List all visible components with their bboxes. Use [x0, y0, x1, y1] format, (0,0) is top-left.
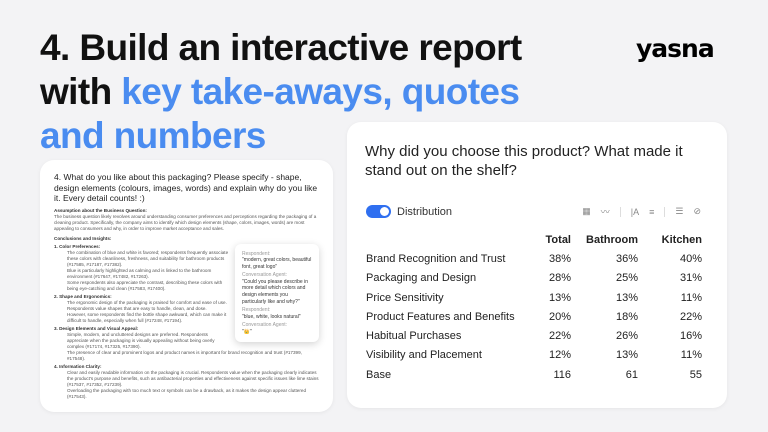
chat-speaker: Respondent:: [242, 250, 271, 257]
chat-message: "blue, white, looks natural": [242, 313, 301, 320]
row-label: Product Features and Benefits: [366, 310, 515, 323]
column-header-bathroom[interactable]: Bathroom: [586, 233, 638, 246]
section-bullets: The combination of blue and white is fav…: [54, 250, 319, 292]
divider: [664, 206, 666, 217]
row-label: Packaging and Design: [366, 272, 477, 285]
cell-bathroom: 18%: [615, 310, 638, 323]
table-toolbar: ▦ 〰 |A ≡ ☰ ⊘: [582, 205, 701, 218]
yasna-logo: yasna: [636, 34, 715, 63]
distribution-control: Distribution: [366, 205, 452, 218]
table-card: Why did you choose this product? What ma…: [347, 122, 727, 408]
distribution-toggle[interactable]: [366, 205, 391, 218]
table-icon[interactable]: ▦: [582, 206, 591, 216]
cell-total: 13%: [548, 291, 571, 304]
cell-bathroom: 26%: [615, 330, 638, 343]
table-header-row: Total Bathroom Kitchen: [366, 230, 702, 249]
headline-line-3: and numbers: [40, 115, 266, 156]
conversation-popup[interactable]: Respondent: "modern, great colors, beauti…: [235, 243, 319, 342]
table-row: Price Sensitivity 13% 13% 11%: [366, 288, 702, 307]
cell-kitchen: 31%: [679, 272, 702, 285]
trend-icon[interactable]: 〰: [600, 207, 610, 217]
header-label: [366, 230, 542, 249]
table-row: Brand Recognition and Trust 38% 36% 40%: [366, 249, 702, 268]
insight-bullet: Overloading the packaging with too much …: [67, 387, 307, 399]
text-size-icon[interactable]: |A: [630, 206, 640, 217]
cell-kitchen: 11%: [680, 349, 702, 362]
chat-message: "Could you please describe in more detai…: [242, 278, 308, 305]
assumption-text: The business question likely revolves ar…: [54, 213, 317, 231]
table-row: Visibility and Placement 12% 13% 11%: [366, 346, 702, 365]
cell-total: 28%: [548, 272, 571, 285]
sort-icon[interactable]: ≡: [649, 206, 655, 217]
row-label: Brand Recognition and Trust: [366, 252, 506, 265]
table-question: Why did you choose this product? What ma…: [365, 143, 683, 179]
section-title: 1. Color Preferences:: [54, 243, 101, 249]
row-label: Base: [366, 368, 392, 381]
chat-message: "modern, great colors, beautiful font, g…: [242, 257, 312, 270]
column-header-total[interactable]: Total: [545, 233, 571, 246]
cell-bathroom: 61: [625, 368, 638, 381]
cell-bathroom: 25%: [615, 272, 638, 285]
cell-bathroom: 13%: [615, 291, 638, 304]
insight-bullet: The ergonomic design of the packaging is…: [67, 299, 227, 311]
divider: [619, 206, 621, 217]
assumption-heading: Assumption about the Business Question:: [54, 207, 147, 213]
section-bullets: The ergonomic design of the packaging is…: [54, 300, 319, 324]
insight-bullet: The combination of blue and white is fav…: [67, 249, 229, 267]
cell-total: 22%: [548, 330, 571, 343]
row-label: Habitual Purchases: [366, 330, 462, 343]
cell-kitchen: 55: [689, 368, 702, 381]
insight-sections: 1. Color Preferences: The combination of …: [54, 244, 319, 400]
table-row: Base 116 61 55: [366, 365, 702, 384]
section-title: 2. Shape and Ergonomics:: [54, 293, 112, 299]
cell-bathroom: 13%: [615, 349, 638, 362]
insight-bullet: Some respondents also appreciate the con…: [67, 279, 223, 291]
section-title: 3. Design Elements and Visual Appeal:: [54, 325, 139, 331]
row-label: Price Sensitivity: [366, 291, 444, 304]
list-icon[interactable]: ☰: [675, 206, 684, 216]
results-table: Total Bathroom Kitchen Brand Recognition…: [366, 230, 702, 384]
headline: 4. Build an interactive report with key …: [40, 26, 522, 158]
report-question: 4. What do you like about this packaging…: [54, 172, 318, 203]
chat-speaker: Conversation Agent:: [242, 272, 288, 279]
section-title: 4. Information Clarity:: [54, 363, 102, 369]
cell-total: 12%: [548, 349, 571, 362]
chat-speaker: Conversation Agent:: [242, 322, 288, 329]
insight-bullet: The presence of clear and prominent logo…: [67, 349, 302, 361]
chat-message: "👑": [242, 329, 252, 336]
cell-kitchen: 11%: [680, 291, 702, 304]
insight-bullet: However, some respondents find the bottl…: [67, 311, 227, 323]
report-card: 4. What do you like about this packaging…: [40, 160, 333, 412]
section-bullets: Clear and easily readable information on…: [54, 370, 319, 400]
table-row: Product Features and Benefits 20% 18% 22%: [366, 307, 702, 326]
cell-kitchen: 40%: [679, 252, 702, 265]
headline-line-1: 4. Build an interactive report: [40, 27, 522, 68]
cell-kitchen: 16%: [679, 330, 702, 343]
cell-total: 20%: [548, 310, 571, 323]
distribution-label: Distribution: [397, 205, 453, 218]
insight-bullet: Simple, modern, and uncluttered designs …: [67, 331, 215, 349]
insight-bullet: Clear and easily readable information on…: [67, 369, 319, 387]
cell-total: 116: [553, 368, 571, 381]
cell-kitchen: 22%: [679, 310, 702, 323]
table-row: Packaging and Design 28% 25% 31%: [366, 269, 702, 288]
headline-line-2: with key take-aways, quotes: [40, 70, 522, 114]
table-row: Habitual Purchases 22% 26% 16%: [366, 326, 702, 345]
headline-highlight: key take-aways, quotes: [121, 71, 520, 112]
column-header-kitchen[interactable]: Kitchen: [661, 233, 702, 246]
section-bullets: Simple, modern, and uncluttered designs …: [54, 332, 319, 362]
insight-bullet: Blue is particularly highlighted as calm…: [67, 267, 212, 279]
conclusions-heading: Conclusions and Insights:: [54, 235, 112, 241]
row-label: Visibility and Placement: [366, 349, 482, 362]
cell-bathroom: 36%: [615, 252, 638, 265]
cell-total: 38%: [548, 252, 571, 265]
hide-icon[interactable]: ⊘: [693, 206, 701, 216]
chat-speaker: Respondent:: [242, 307, 271, 314]
headline-prefix: with: [40, 71, 122, 112]
